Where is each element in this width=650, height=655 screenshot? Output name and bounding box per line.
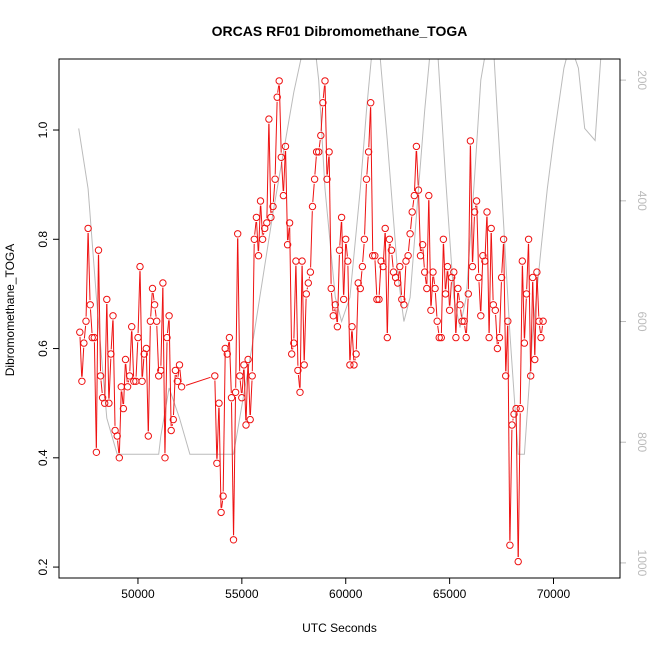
x-tick-label: 50000 xyxy=(121,587,155,601)
y2-tick-label: 1000 xyxy=(635,550,649,577)
y-tick-label: 0.8 xyxy=(36,231,50,248)
x-tick-label: 55000 xyxy=(225,587,259,601)
x-tick-label: 70000 xyxy=(537,587,571,601)
y2-tick-label: 200 xyxy=(635,70,649,90)
chart-title: ORCAS RF01 Dibromomethane_TOGA xyxy=(212,23,468,39)
y-tick-label: 0.2 xyxy=(36,558,50,575)
y-tick-label: 1.0 xyxy=(36,121,50,138)
y-tick-label: 0.6 xyxy=(36,340,50,357)
y2-tick-label: 600 xyxy=(635,311,649,331)
y2-tick-label: 800 xyxy=(635,432,649,452)
y2-tick-label: 400 xyxy=(635,191,649,211)
y-tick-label: 0.4 xyxy=(36,449,50,466)
x-tick-label: 60000 xyxy=(329,587,363,601)
x-axis-label: UTC Seconds xyxy=(302,621,377,635)
x-tick-label: 65000 xyxy=(433,587,467,601)
y-axis-label: Dibromomethane_TOGA xyxy=(3,244,17,377)
